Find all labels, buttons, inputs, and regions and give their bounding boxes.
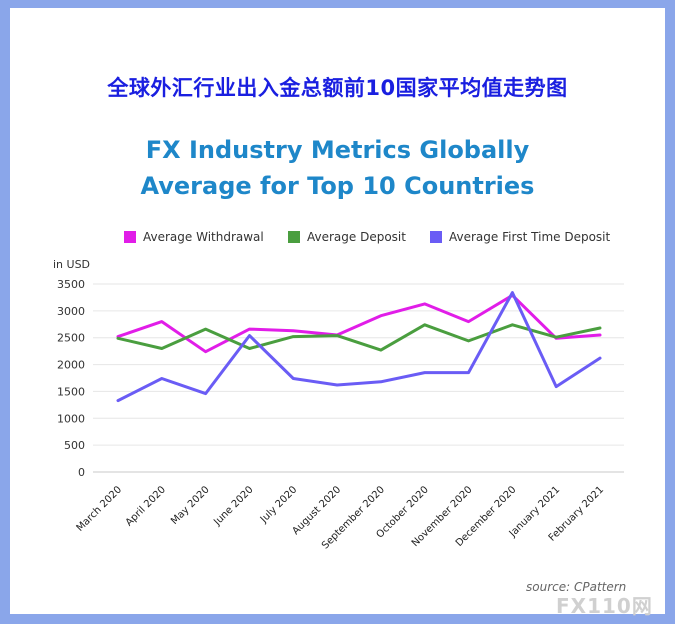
- y-tick-label: 1500: [57, 385, 85, 398]
- y-tick-label: 2500: [57, 332, 85, 345]
- legend-swatch: [288, 231, 300, 243]
- chart-title: FX Industry Metrics Globally Average for…: [140, 136, 535, 200]
- legend-label: Average Deposit: [307, 230, 406, 244]
- x-tick-label: May 2020: [169, 484, 212, 527]
- watermark: FX110网: [556, 594, 653, 618]
- legend-swatch: [430, 231, 442, 243]
- source-note: source: CPattern: [526, 580, 627, 594]
- series-line: [116, 291, 602, 403]
- y-tick-label: 0: [78, 466, 85, 479]
- y-tick-label: 2000: [57, 359, 85, 372]
- y-tick-label: 3000: [57, 305, 85, 318]
- y-tick-label: 3500: [57, 278, 85, 291]
- chinese-title: 全球外汇行业出入金总额前10国家平均值走势图: [107, 76, 568, 100]
- legend-label: Average First Time Deposit: [449, 230, 611, 244]
- series-line: [116, 293, 602, 354]
- x-tick-label: July 2020: [258, 484, 299, 525]
- legend-swatch: [124, 231, 136, 243]
- y-axis-label: in USD: [53, 258, 90, 271]
- x-tick-label: April 2020: [124, 484, 168, 528]
- x-tick-label: March 2020: [75, 484, 125, 534]
- series-line: [116, 323, 602, 352]
- y-tick-label: 1000: [57, 412, 85, 425]
- x-tick-label: June 2020: [211, 484, 255, 528]
- y-tick-label: 500: [64, 439, 85, 452]
- legend-label: Average Withdrawal: [143, 230, 264, 244]
